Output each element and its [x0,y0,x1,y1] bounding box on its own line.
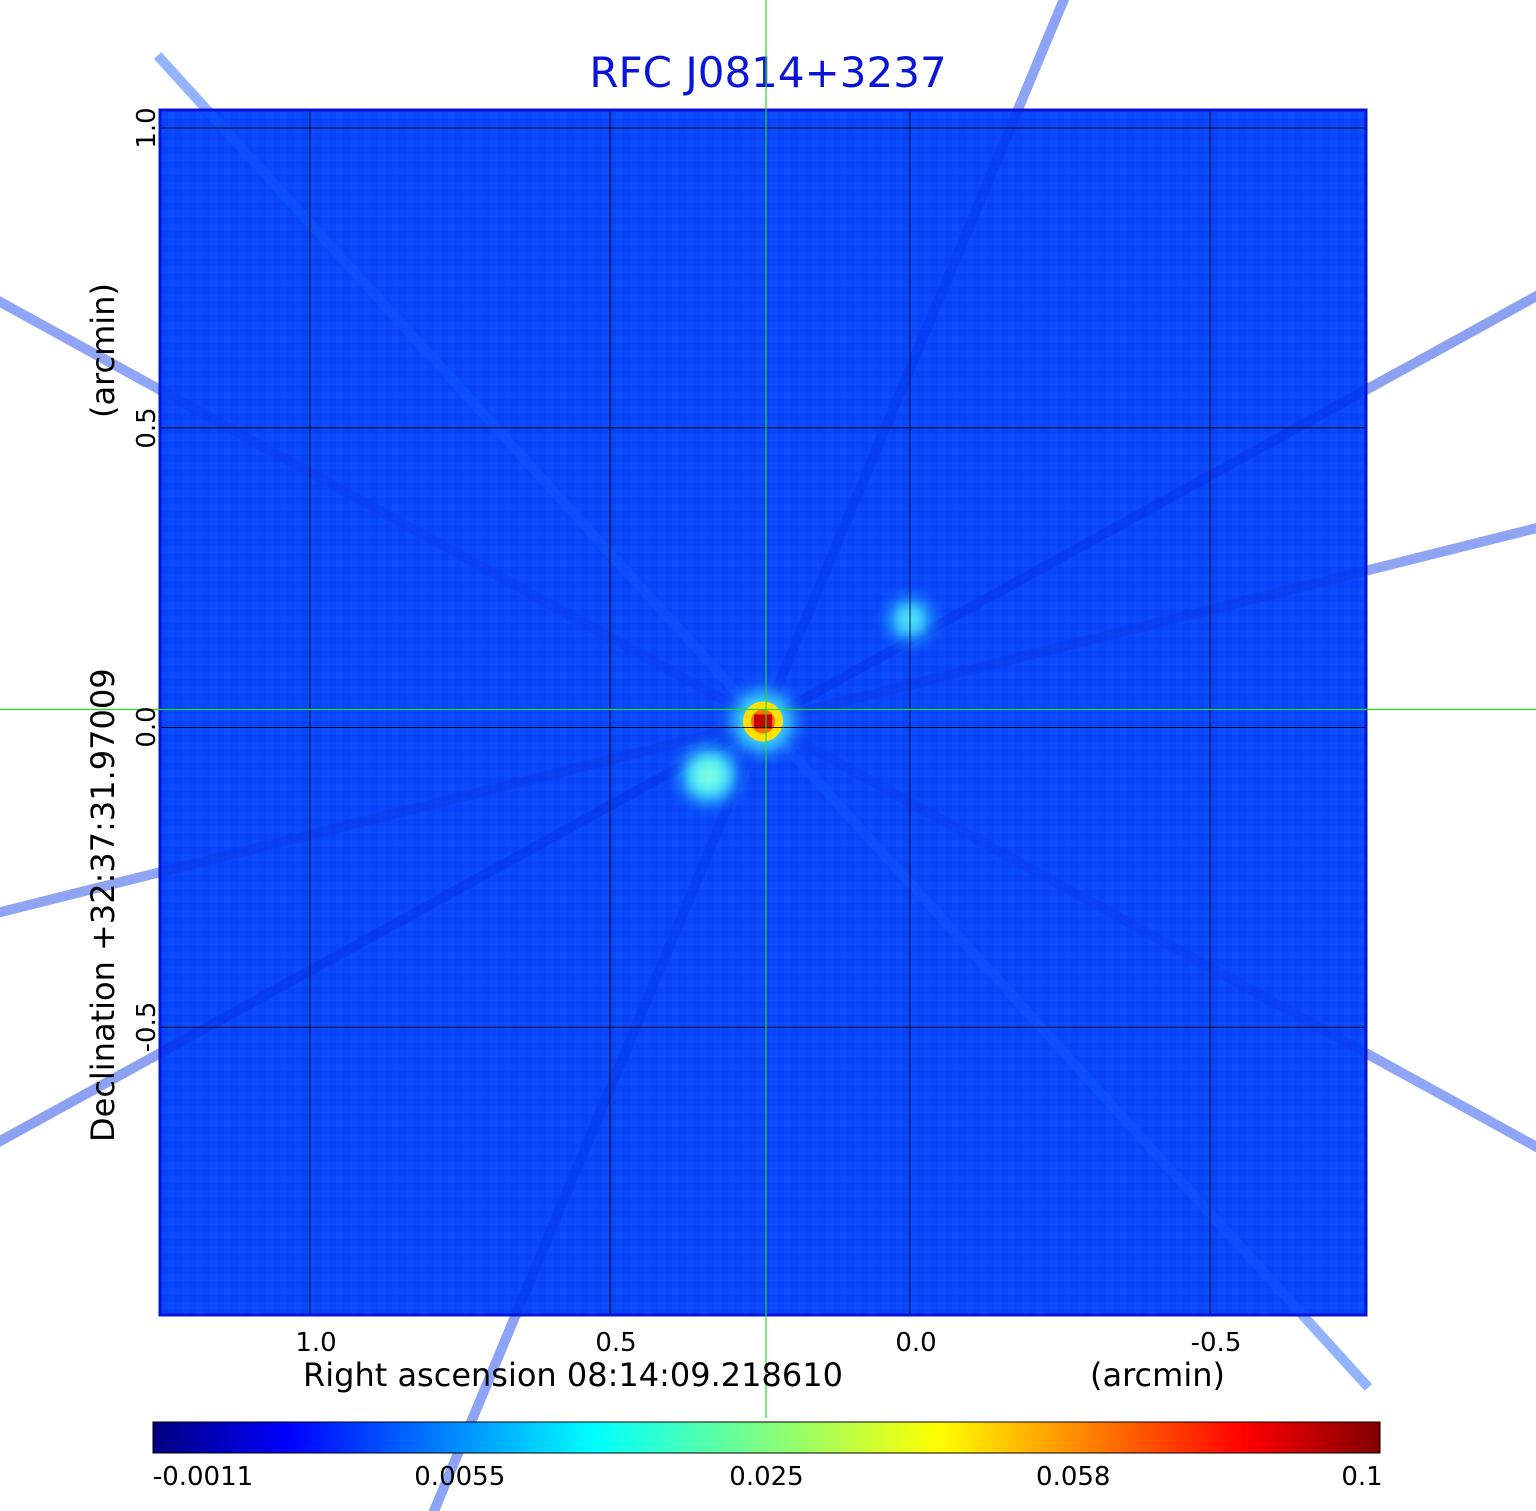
chart-title: RFC J0814+3237 [589,48,947,97]
colorbar [152,1421,1381,1454]
x-axis-label: Right ascension 08:14:09.218610 [303,1356,843,1394]
y-tick-label: 0.0 [132,706,162,749]
colorbar-tick-label: 0.1 [1341,1462,1383,1492]
x-tick-label: 0.0 [895,1328,937,1358]
y-axis-label: Declination +32:37:31.97009 [84,668,122,1142]
x-tick-label: 1.0 [295,1328,337,1358]
source-core [697,763,721,788]
colorbar-tick-label: 0.058 [1036,1462,1111,1492]
x-tick-label: 0.5 [595,1328,637,1358]
colorbar-tick-label: 0.025 [729,1462,804,1492]
y-tick-label: 0.5 [132,407,162,449]
y-tick-label: 1.0 [132,107,162,149]
y-axis-unit: (arcmin) [84,283,122,418]
colorbar-tick-label: -0.0011 [152,1462,254,1492]
source-peak [754,714,772,729]
crosshair [0,0,1536,1418]
colorbar-tick-label: 0.0055 [414,1462,506,1492]
x-axis-unit: (arcmin) [1090,1356,1225,1394]
grid-lines [160,110,1366,1315]
plot-frame [158,108,1368,1317]
y-tick-label: -0.5 [132,1001,162,1053]
x-tick-label: -0.5 [1190,1328,1242,1358]
